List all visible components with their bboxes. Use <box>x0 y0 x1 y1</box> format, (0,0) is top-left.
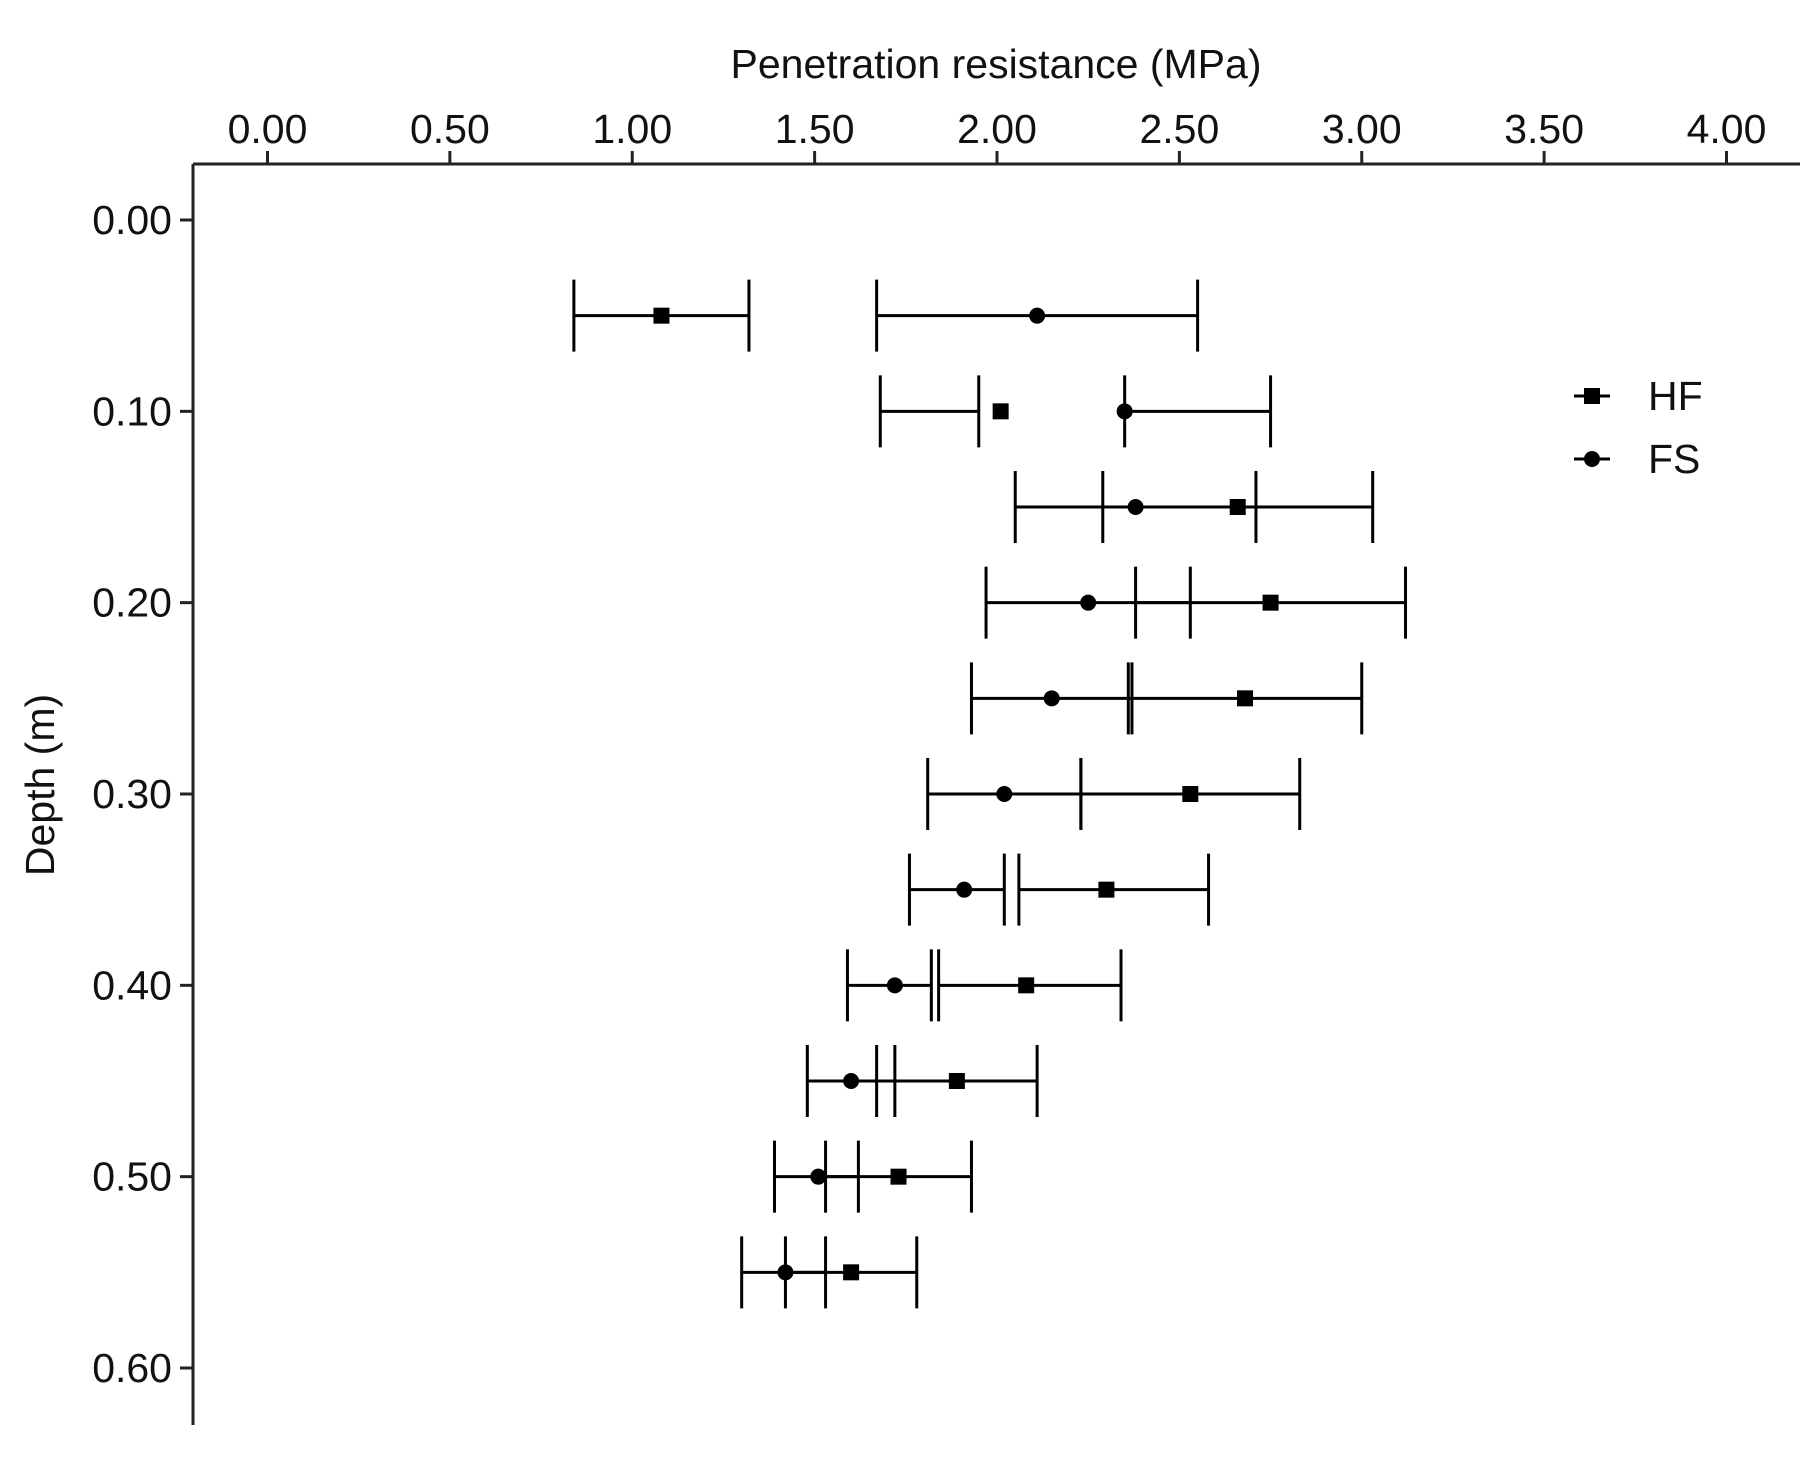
data-point-fs <box>1029 307 1046 324</box>
y-tick-label: 0.10 <box>92 388 172 434</box>
data-point-hf <box>1237 690 1254 707</box>
y-tick-label: 0.40 <box>92 962 172 1008</box>
data-point-hf <box>1229 499 1246 515</box>
data-point-fs <box>1127 499 1144 515</box>
data-point-fs <box>996 786 1013 802</box>
data-point-fs <box>1116 403 1133 420</box>
legend: HF FS <box>1574 373 1703 482</box>
data-point-hf <box>1182 786 1199 802</box>
legend-label-fs: FS <box>1648 436 1700 482</box>
x-axis-title: Penetration resistance (MPa) <box>731 41 1262 87</box>
y-tick-label: 0.00 <box>92 197 172 243</box>
data-point-hf <box>653 307 670 324</box>
x-ticks: 0.00 0.50 1.00 1.50 2.00 2.50 3.00 3.50 4.00 <box>228 106 1767 164</box>
x-tick-label: 1.50 <box>775 106 855 152</box>
legend-item-fs: FS <box>1574 436 1700 482</box>
data-point-fs <box>810 1168 827 1185</box>
plot-area <box>572 279 1408 1309</box>
y-tick-label: 0.30 <box>92 771 172 817</box>
y-ticks: 0.00 0.10 0.20 0.30 0.40 0.50 0.60 <box>92 197 193 1391</box>
data-point-hf <box>992 403 1009 420</box>
x-tick-label: 1.00 <box>592 106 672 152</box>
data-point-hf <box>890 1168 907 1185</box>
x-tick-label: 3.00 <box>1322 106 1402 152</box>
x-tick-label: 4.00 <box>1687 106 1767 152</box>
x-tick-label: 2.00 <box>957 106 1037 152</box>
data-point-hf <box>1018 977 1035 994</box>
data-point-fs <box>777 1264 794 1281</box>
data-point-fs <box>956 881 973 898</box>
data-point-fs <box>1043 690 1060 707</box>
x-tick-label: 0.50 <box>410 106 490 152</box>
data-point-hf <box>948 1073 965 1089</box>
y-tick-label: 0.60 <box>92 1345 172 1391</box>
data-point-fs <box>843 1073 860 1089</box>
x-tick-label: 0.00 <box>228 106 308 152</box>
legend-label-hf: HF <box>1648 373 1703 419</box>
y-tick-label: 0.20 <box>92 580 172 626</box>
data-point-hf <box>1262 594 1279 611</box>
y-tick-label: 0.50 <box>92 1154 172 1200</box>
data-point-hf <box>843 1264 860 1281</box>
legend-item-hf: HF <box>1574 373 1703 419</box>
data-point-fs <box>1080 594 1097 611</box>
y-axis-title: Depth (m) <box>17 694 63 876</box>
legend-marker-hf <box>1584 388 1600 404</box>
legend-marker-fs <box>1584 451 1600 467</box>
data-point-hf <box>1098 881 1115 898</box>
data-point-fs <box>886 977 903 994</box>
x-tick-label: 3.50 <box>1504 106 1584 152</box>
x-tick-label: 2.50 <box>1139 106 1219 152</box>
